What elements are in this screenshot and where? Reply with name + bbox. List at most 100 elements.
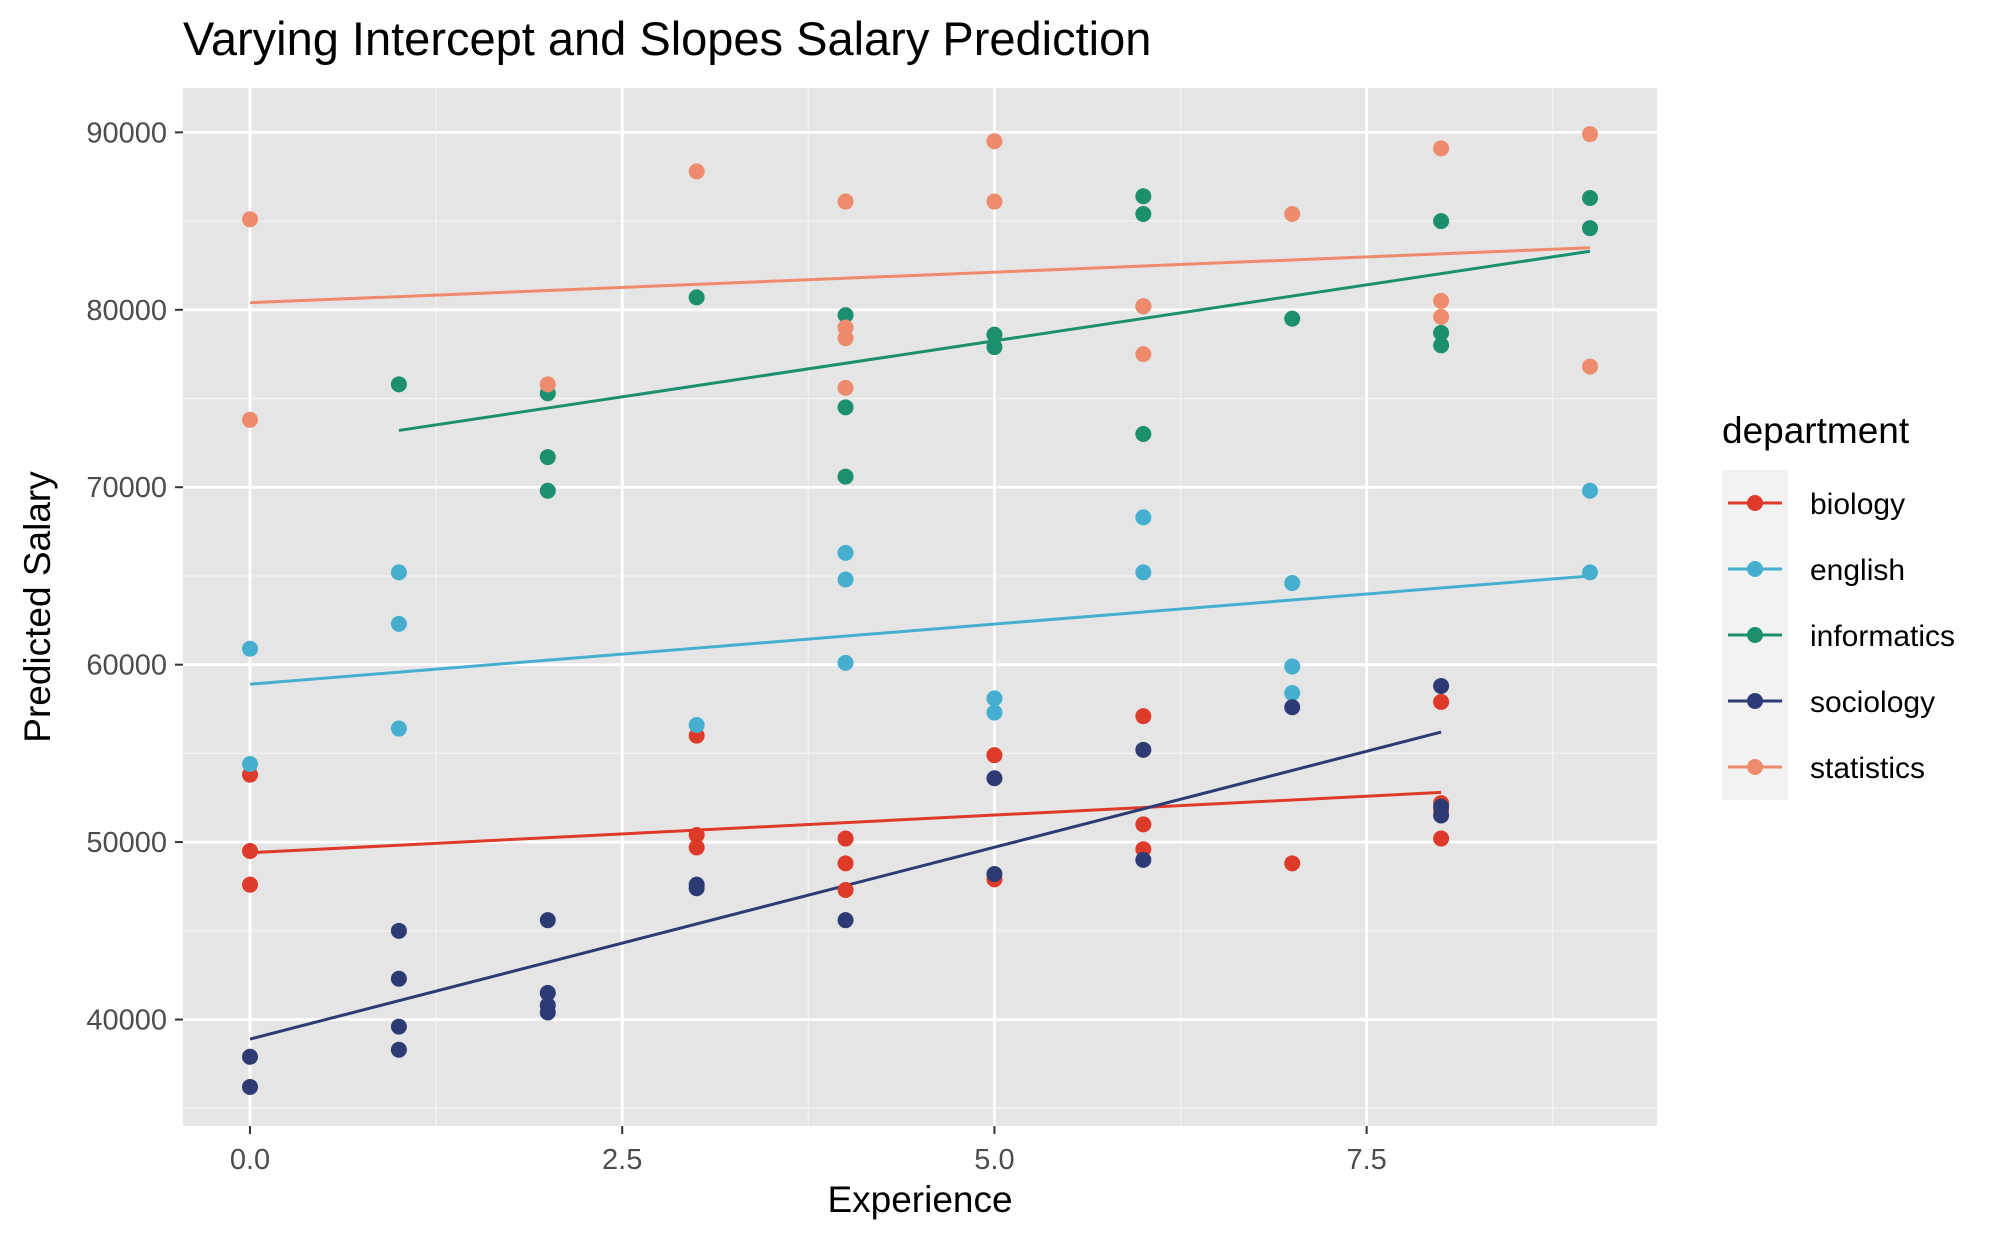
point-sociology [837,912,854,929]
point-biology [242,876,258,893]
point-english [1284,658,1301,675]
point-informatics [1284,310,1301,327]
point-statistics [242,211,258,228]
point-biology [1284,855,1301,872]
y-axis-ticks: 40000 50000 60000 70000 80000 90000 [86,117,183,1037]
point-statistics [1433,308,1450,325]
point-biology [688,827,705,844]
point-biology [688,839,705,856]
point-sociology [1135,741,1152,758]
point-statistics [837,379,854,396]
point-english [390,720,407,737]
point-english [390,564,407,581]
y-tick-label: 40000 [86,1005,167,1037]
point-informatics [1135,426,1152,442]
point-statistics [1135,346,1152,363]
point-sociology [242,1078,258,1095]
legend-key-point-informatics [1747,627,1763,643]
point-sociology [1135,851,1152,868]
point-statistics [837,330,854,347]
legend-label-english: english [1810,554,1905,587]
point-english [242,756,258,773]
point-sociology [539,984,556,1001]
point-informatics [1433,324,1450,341]
point-sociology [390,970,407,987]
point-biology [1433,830,1450,847]
point-english [1135,509,1152,526]
point-sociology [390,1041,407,1058]
point-informatics [986,339,1003,356]
point-sociology [986,770,1003,787]
point-sociology [1433,677,1450,694]
point-statistics [242,411,258,428]
y-tick-label: 70000 [86,472,167,504]
y-tick-label: 80000 [86,295,167,327]
x-tick-label: 0.0 [230,1144,270,1176]
point-sociology [1433,807,1450,824]
y-tick-label: 60000 [86,650,167,682]
point-statistics [1433,292,1450,309]
point-informatics [1135,188,1152,205]
legend-label-statistics: statistics [1810,752,1925,785]
legend-label-informatics: informatics [1810,620,1955,653]
point-biology [1135,708,1152,725]
point-biology [986,747,1003,764]
point-biology [837,830,854,847]
point-statistics [1582,126,1598,143]
point-biology [1135,816,1152,833]
legend-label-sociology: sociology [1810,686,1935,719]
point-informatics [1433,213,1450,230]
point-sociology [688,880,705,897]
point-sociology [242,1048,258,1065]
point-informatics [1135,205,1152,222]
point-informatics [837,399,854,416]
point-english [688,716,705,733]
point-biology [837,855,854,872]
point-english [837,654,854,671]
point-informatics [837,307,854,324]
legend-key-point-english [1747,561,1763,577]
point-statistics [539,376,556,393]
point-statistics [1433,140,1450,157]
point-informatics [1582,190,1598,207]
point-english [837,571,854,588]
legend-title: department [1722,410,1910,451]
legend-key-point-biology [1747,495,1763,511]
x-tick-label: 2.5 [602,1144,642,1176]
point-sociology [539,1004,556,1021]
point-biology [242,842,258,859]
gridlines [183,88,1657,1126]
chart-title: Varying Intercept and Slopes Salary Pred… [183,12,1151,65]
point-sociology [1284,699,1301,716]
y-tick-label: 50000 [86,827,167,859]
legend-key-point-sociology [1747,693,1763,709]
fit-line-statistics [249,246,1591,305]
x-axis-ticks: 0.0 2.5 5.0 7.5 [230,1126,1387,1176]
point-informatics [1582,220,1598,237]
point-english [986,690,1003,707]
point-english [1135,564,1152,581]
point-informatics [986,326,1003,343]
point-english [390,615,407,632]
point-statistics [1582,358,1598,375]
legend-label-biology: biology [1810,488,1905,521]
point-statistics [1284,205,1301,222]
point-english [1582,482,1598,499]
point-sociology [390,922,407,939]
y-axis-title: Predicted Salary [17,471,58,743]
data-points [242,126,1598,1095]
fit-lines [249,246,1591,1041]
point-informatics [837,468,854,485]
point-statistics [986,133,1003,150]
point-english [1284,685,1301,702]
point-statistics [688,163,705,180]
point-sociology [390,1018,407,1035]
point-english [837,544,854,561]
point-english [986,704,1003,721]
point-statistics [986,193,1003,210]
point-statistics [837,193,854,210]
point-informatics [390,376,407,393]
point-statistics [1135,298,1152,315]
x-tick-label: 5.0 [974,1144,1014,1176]
